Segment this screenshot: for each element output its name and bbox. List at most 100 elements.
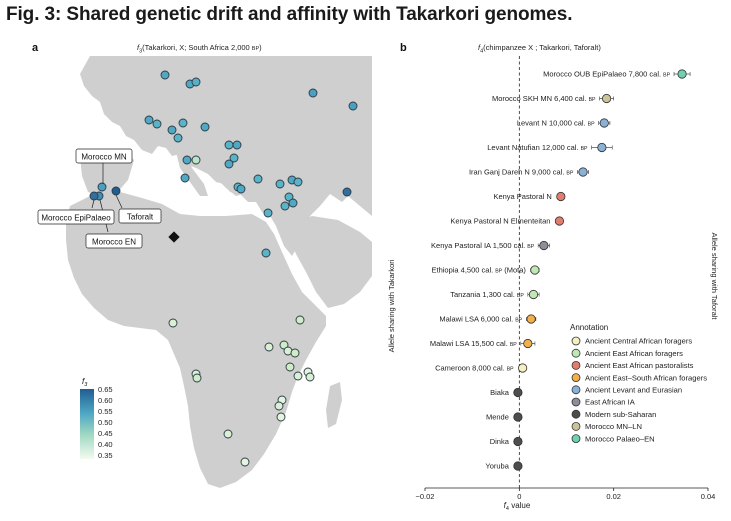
takarkori-marker[interactable] [168,231,180,243]
map-land-madagascar [326,382,342,428]
legend-entry-label: Ancient East African pastoralists [585,361,694,370]
x-axis-label: f4 value [504,501,531,512]
map-land-britain [122,76,144,118]
legend-entry-label: Ancient East African foragers [585,349,683,358]
f4-point[interactable] [601,93,612,104]
legend-swatch [571,348,581,358]
map-point[interactable] [224,140,234,150]
map-point[interactable] [290,348,300,358]
f4-point[interactable] [518,363,528,373]
map-land-eurasia [80,56,372,256]
f4-point[interactable] [597,142,607,153]
f4-point[interactable] [528,289,539,300]
legend-tick: 0.35 [98,451,113,460]
point-label: Kenya Pastoral N [493,192,551,201]
map-point[interactable] [173,133,183,143]
map-land-arabia [284,216,372,308]
map-point[interactable] [167,125,177,135]
f4-point[interactable] [554,216,565,226]
map-point[interactable] [191,155,201,165]
map-point[interactable] [152,119,162,129]
legend-tick: 0.50 [98,418,113,427]
map-point[interactable] [168,318,178,328]
map-point[interactable] [342,187,352,197]
f4-point[interactable] [523,338,533,349]
map-land-scandinavia [180,56,236,102]
point-label: Levant Natufian 12,000 cal. BP [487,143,588,152]
map-point[interactable] [293,371,303,381]
map-point[interactable] [236,184,246,194]
legend-swatch [571,373,581,383]
map-point[interactable] [182,155,192,165]
map-point[interactable] [180,173,190,183]
map-point[interactable] [224,159,234,169]
legend-swatch [571,336,581,346]
map-point[interactable] [295,315,305,325]
map-point[interactable] [308,88,318,98]
map-point[interactable] [261,248,271,258]
f4-point[interactable] [578,167,588,177]
x-tick-label: −0.02 [416,492,435,501]
map-point[interactable] [144,115,154,125]
x-tick-label: 0.02 [606,492,621,501]
map-land-africa [66,192,326,488]
map-point[interactable] [240,457,250,467]
f4-point[interactable] [556,191,566,202]
map-point[interactable] [280,201,290,211]
legend-entry-label: Morocco MN–LN [585,422,642,431]
map-point[interactable] [348,101,358,111]
map-point[interactable] [229,153,239,163]
legend-swatch [571,397,581,407]
map-point[interactable] [89,191,99,201]
point-label: Cameroon 8,000 cal. BP [435,364,514,373]
map-point[interactable] [276,412,286,422]
point-label: Morocco SKH MN 6,400 cal. BP [492,94,596,103]
map-point[interactable] [279,340,289,350]
f4-point[interactable] [513,436,523,447]
f4-point[interactable] [539,240,549,251]
f4-point[interactable] [530,265,540,275]
map-point[interactable] [191,77,201,87]
f4-point[interactable] [513,387,523,398]
map-point[interactable] [305,372,315,382]
map-point[interactable] [263,208,273,218]
map-point[interactable] [160,70,170,80]
f4-point[interactable] [677,69,687,79]
map-point[interactable] [97,182,107,192]
legend-entry-label: Modern sub-Saharan [585,410,656,419]
panel-a-letter: a [32,42,39,54]
map-point[interactable] [253,174,263,184]
legend-swatch [571,385,581,395]
map-point[interactable] [284,192,294,202]
map-point[interactable] [192,373,202,383]
legend-colour-bar [80,389,94,459]
f4-point[interactable] [513,461,523,471]
map-point[interactable] [288,198,298,208]
legend-entry-label: Ancient East–South African foragers [585,373,707,382]
map-point[interactable] [223,429,233,439]
map-point[interactable] [275,179,285,189]
point-label: Dinka [490,437,510,446]
map-point[interactable] [232,140,242,150]
callout-taforalt: Taforalt [118,208,162,224]
point-label: Ethiopia 4,500 cal. BP (Mota) [431,266,526,275]
map-svg: Morocco MN Morocco EpiPalaeo Taforalt Mo… [37,56,372,488]
map-point[interactable] [264,342,274,352]
map-point[interactable] [293,177,303,187]
f4-point[interactable] [513,412,523,422]
map-point[interactable] [274,401,284,411]
legend-title: f3 [82,377,88,388]
map-point[interactable] [200,122,210,132]
f4-point[interactable] [526,314,536,324]
map-point[interactable] [178,118,188,128]
map-point[interactable] [111,186,121,196]
callout-morocco-en-label: Morocco EN [92,238,136,247]
legend-swatch [571,360,581,370]
f4-point[interactable] [599,118,609,128]
panel-b-letter: b [400,42,407,54]
legend-tick: 0.65 [98,385,113,394]
point-label: Yoruba [485,462,509,471]
map-point[interactable] [285,362,295,372]
f3-colour-legend: f3 0.65 0.60 0.55 0.50 0.45 0.40 0.35 [80,377,113,460]
callout-morocco-epipalaeo: Morocco EpiPalaeo [37,209,115,225]
